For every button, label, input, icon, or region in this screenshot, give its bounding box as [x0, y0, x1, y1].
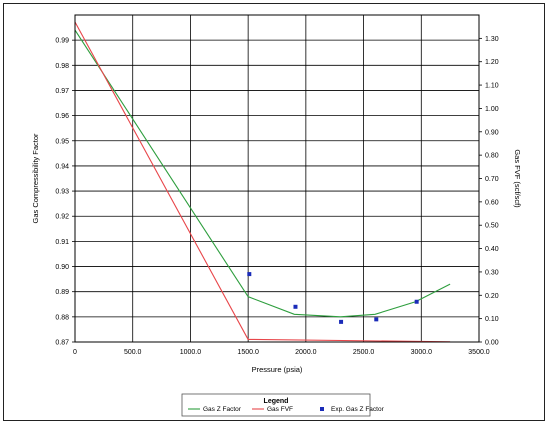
grid	[75, 15, 479, 342]
legend-label: Gas Z Factor	[203, 406, 242, 413]
y2-axis-title: Gas FVF (scf/scf)	[513, 149, 522, 208]
x-tick-label: 3500.0	[468, 349, 490, 356]
series-layer	[74, 21, 451, 343]
y-tick-label: 0.88	[55, 314, 69, 321]
x-tick-label: 2500.0	[353, 349, 375, 356]
series-line-gas-z-factor	[74, 29, 451, 318]
y-tick-label: 0.97	[55, 88, 69, 95]
legend-title: Legend	[264, 398, 289, 405]
y-axis-title: Gas Compressibility Factor	[31, 133, 40, 224]
y2-tick-label: 0.90	[485, 129, 499, 136]
series-point-exp-gas-z-factor	[414, 299, 419, 304]
y-tick-label: 0.91	[55, 239, 69, 246]
series-point-exp-gas-z-factor	[293, 304, 298, 309]
plot-border	[74, 14, 480, 343]
y-tick-label: 0.90	[55, 264, 69, 271]
x-axis-title: Pressure (psia)	[252, 365, 303, 374]
chart: 0 500.0 1000.0 1500.0 2000.0 2500.0 3000.0 3500…	[31, 14, 522, 417]
y2-tick-label: 0.40	[485, 246, 499, 253]
y2-tick-label: 1.30	[485, 36, 499, 43]
y2-tick-label: 0.10	[485, 316, 499, 323]
series-point-exp-gas-z-factor	[247, 272, 252, 277]
y-tick-label: 0.95	[55, 138, 69, 145]
y-tick-label: 0.89	[55, 289, 69, 296]
y2-axis-ticks: 0.00 0.10 0.20 0.30 0.40 0.50 0.60 0.70 0.80 0.90…	[479, 36, 499, 347]
legend-swatch	[320, 407, 324, 411]
x-tick-label: 3000.0	[411, 349, 433, 356]
y2-tick-label: 0.00	[485, 340, 499, 347]
y2-tick-label: 0.60	[485, 199, 499, 206]
y-tick-label: 0.94	[55, 163, 69, 170]
legend-label: Exp. Gas Z Factor	[331, 406, 385, 413]
legend-items: Gas Z Factor Gas FVF Exp. Gas Z Factor	[188, 406, 385, 413]
y-tick-label: 0.87	[55, 340, 69, 347]
y2-tick-label: 0.50	[485, 223, 499, 230]
y-tick-label: 0.98	[55, 63, 69, 70]
legend: Legend Gas Z Factor Gas FVF Exp. Gas Z Fac…	[181, 393, 385, 417]
y-tick-label: 0.92	[55, 214, 69, 221]
x-tick-label: 1500.0	[237, 349, 259, 356]
x-tick-label: 500.0	[124, 349, 142, 356]
series-point-exp-gas-z-factor	[374, 317, 379, 322]
y-tick-label: 0.96	[55, 113, 69, 120]
series-line-gas-fvf	[74, 21, 451, 343]
y2-tick-label: 1.10	[485, 83, 499, 90]
y2-tick-label: 1.00	[485, 106, 499, 113]
legend-label: Gas FVF	[267, 406, 293, 413]
series-point-exp-gas-z-factor	[339, 319, 344, 324]
y2-tick-label: 1.20	[485, 59, 499, 66]
y2-tick-label: 0.80	[485, 153, 499, 160]
x-axis-ticks: 0 500.0 1000.0 1500.0 2000.0 2500.0 3000.0 3500…	[73, 349, 490, 356]
y2-tick-label: 0.30	[485, 269, 499, 276]
x-tick-label: 0	[73, 349, 77, 356]
chart-frame: 0 500.0 1000.0 1500.0 2000.0 2500.0 3000.0 3500…	[3, 3, 545, 421]
y-tick-label: 0.93	[55, 189, 69, 196]
x-tick-label: 1000.0	[180, 349, 202, 356]
x-tick-label: 2000.0	[295, 349, 317, 356]
y2-tick-label: 0.70	[485, 176, 499, 183]
y2-tick-label: 0.20	[485, 293, 499, 300]
y-axis-ticks: 0.87 0.88 0.89 0.90 0.91 0.92 0.93 0.94 0.95 0.96…	[55, 38, 75, 347]
y-tick-label: 0.99	[55, 38, 69, 45]
